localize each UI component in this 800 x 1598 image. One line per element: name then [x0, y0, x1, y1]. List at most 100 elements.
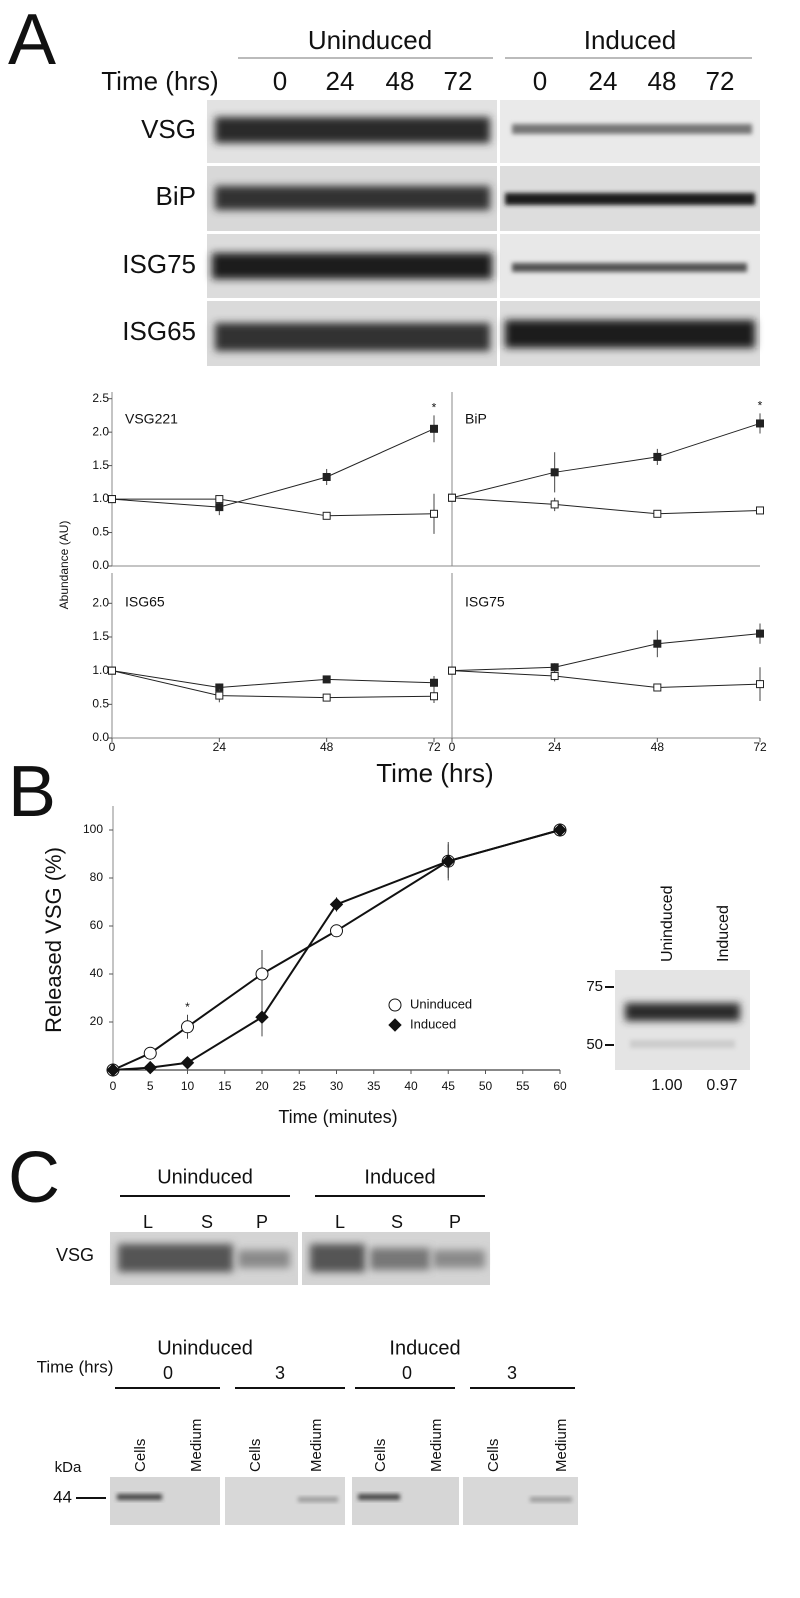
- point: [330, 924, 343, 938]
- x-tick-label: 5: [147, 1079, 154, 1093]
- series-line: [111, 670, 435, 699]
- x-tick-label: 0: [449, 740, 456, 754]
- point: [553, 823, 567, 837]
- time-labels: 0 24 48 72 0 24 48 72: [273, 66, 735, 96]
- lane-labels: Cells Medium Cells Medium Cells Medium C…: [132, 1419, 570, 1472]
- lane-label: S: [201, 1212, 213, 1232]
- y-tick-label: 80: [90, 870, 104, 884]
- legend-marker: [388, 998, 402, 1012]
- lane-label: Medium: [308, 1419, 325, 1472]
- chart-title: ISG75: [465, 594, 505, 610]
- point: [108, 666, 116, 675]
- group-label: Uninduced: [157, 1166, 253, 1188]
- y-tick-label: 1.0: [92, 663, 109, 677]
- point: [550, 672, 559, 681]
- x-tick-label: 10: [181, 1079, 195, 1093]
- y-axis-label: Released VSG (%): [41, 847, 66, 1033]
- time: 72: [444, 66, 473, 96]
- group-label: Induced: [584, 25, 677, 55]
- point: [255, 1010, 269, 1024]
- y-tick-label: 0.0: [92, 730, 109, 744]
- y-tick-label: 40: [90, 966, 104, 980]
- ratio: 0.97: [706, 1077, 737, 1094]
- x-tick-label: 40: [404, 1079, 418, 1093]
- x-tick-label: 72: [427, 740, 441, 754]
- time: 3: [275, 1363, 285, 1383]
- row-label: ISG75: [122, 249, 196, 279]
- series-line: [112, 829, 561, 1071]
- point: [430, 692, 438, 701]
- point: [441, 854, 455, 868]
- lane-label: Uninduced: [659, 886, 676, 963]
- time: 24: [589, 66, 618, 96]
- lane-label: L: [335, 1212, 345, 1232]
- row-label: VSG: [56, 1245, 94, 1265]
- x-tick-label: 50: [479, 1079, 493, 1093]
- point: [143, 1046, 157, 1060]
- point: [108, 495, 116, 504]
- lane-label: Cells: [372, 1439, 389, 1472]
- point: [430, 424, 438, 433]
- point: [322, 693, 331, 702]
- y-tick-label: 0.5: [92, 525, 109, 539]
- point: [322, 675, 331, 684]
- x-tick-label: 45: [442, 1079, 456, 1093]
- y-tick-label: 2.5: [92, 391, 109, 405]
- y-tick-label: 0.0: [92, 558, 109, 572]
- legend-marker: [388, 1018, 402, 1032]
- x-tick-label: 15: [218, 1079, 232, 1093]
- row-labels: VSG BiP ISG75 ISG65: [122, 114, 196, 346]
- point: [756, 680, 764, 689]
- unit-label: kDa: [55, 1459, 82, 1476]
- chart-title: VSG221: [125, 411, 178, 427]
- lane-label: Medium: [188, 1419, 205, 1472]
- point-label: *: [185, 1000, 190, 1014]
- point: [448, 493, 456, 502]
- time: 3: [507, 1363, 517, 1383]
- blot-b: [605, 970, 750, 1070]
- x-tick-label: 24: [548, 740, 562, 754]
- time: 72: [706, 66, 735, 96]
- marker-label: 50: [586, 1036, 603, 1053]
- point: [181, 1020, 194, 1034]
- x-tick-label: 72: [753, 740, 767, 754]
- lane-label: P: [256, 1212, 268, 1232]
- x-tick-label: 24: [213, 740, 227, 754]
- x-tick-label: 60: [553, 1079, 567, 1093]
- x-tick-label: 48: [651, 740, 665, 754]
- point: [430, 509, 438, 518]
- lane-label: Medium: [428, 1419, 445, 1472]
- y-tick-label: 2.0: [92, 595, 109, 609]
- point: [653, 683, 662, 692]
- y-tick-label: 2.0: [92, 424, 109, 438]
- x-tick-label: 0: [110, 1079, 117, 1093]
- lane-label: Cells: [132, 1439, 149, 1472]
- series-line: [111, 428, 435, 508]
- y-tick-label: 1.5: [92, 458, 109, 472]
- point: [143, 1060, 157, 1075]
- point: [756, 419, 764, 428]
- lane-label: L: [143, 1212, 153, 1232]
- point: [653, 509, 662, 518]
- point: [329, 897, 344, 912]
- point: [215, 503, 224, 512]
- x-tick-label: 20: [255, 1079, 269, 1093]
- series-line: [451, 670, 761, 688]
- lane-label: Cells: [247, 1439, 264, 1472]
- y-tick-label: 60: [90, 918, 104, 932]
- blot-c1: [110, 1232, 490, 1285]
- time: 48: [386, 66, 415, 96]
- y-tick-label: 20: [90, 1014, 104, 1028]
- point: [106, 1063, 120, 1077]
- point-label: *: [758, 399, 763, 413]
- series-line: [451, 633, 761, 672]
- row-label: ISG65: [122, 316, 196, 346]
- x-axis-label: Time (minutes): [278, 1107, 397, 1127]
- point: [255, 967, 269, 981]
- point-label: *: [432, 401, 437, 415]
- point: [448, 666, 456, 675]
- point: [550, 500, 559, 509]
- y-tick-label: 100: [83, 822, 103, 836]
- time: 0: [533, 66, 547, 96]
- time: 0: [163, 1363, 173, 1383]
